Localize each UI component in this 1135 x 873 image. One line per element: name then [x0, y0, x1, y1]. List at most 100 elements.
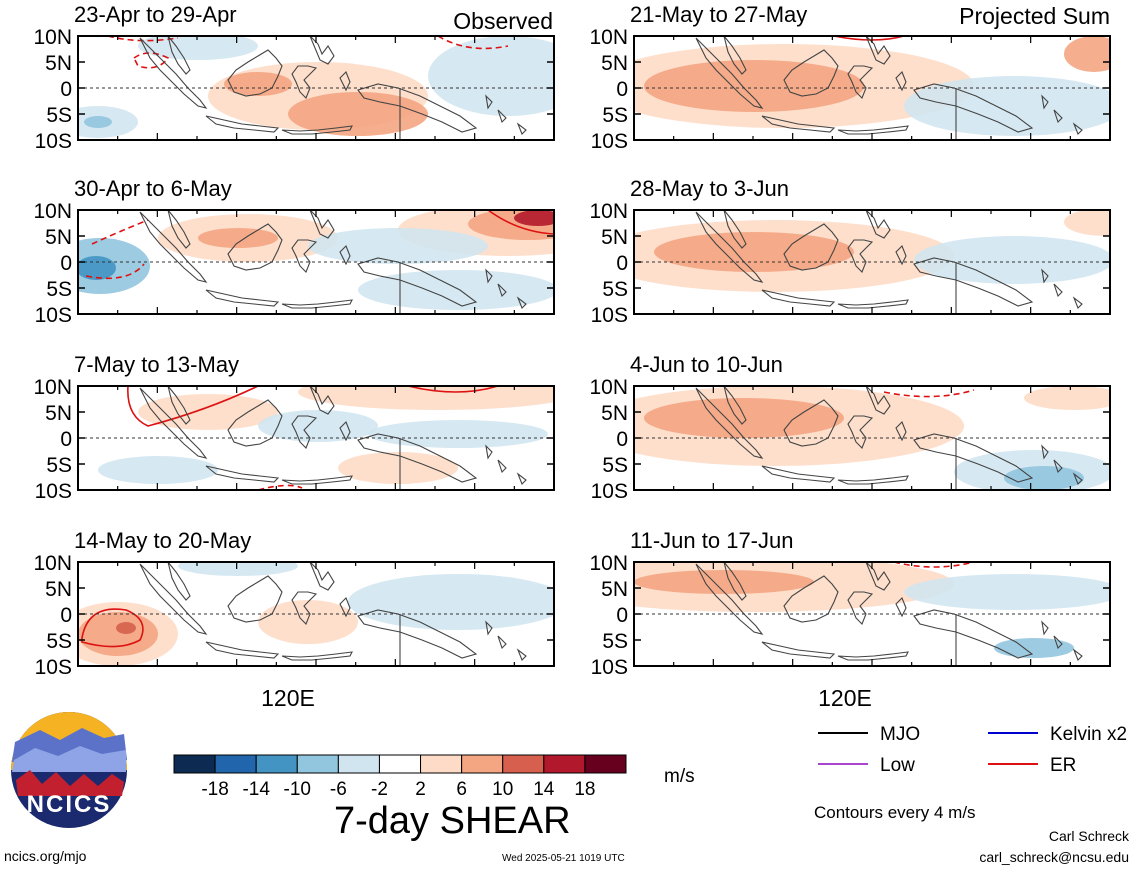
y-tick-label: 5S	[602, 104, 628, 127]
y-tick-label: 0	[60, 78, 72, 101]
footer-author: Carl Schreck	[1048, 828, 1129, 844]
shear-anomaly-region	[288, 92, 428, 136]
er-contour	[257, 484, 303, 490]
contour-note: Contours every 4 m/s	[814, 803, 976, 822]
colorbar-swatch	[214, 754, 257, 774]
panel-title: 7-May to 13-May	[74, 352, 239, 377]
y-tick-label: 10S	[591, 304, 628, 327]
colorbar-swatch	[543, 754, 586, 774]
shear-anomaly-region	[348, 574, 554, 630]
y-tick-label: 10N	[589, 376, 628, 399]
x-tick-label-right: 120E	[818, 685, 872, 711]
er-contour	[437, 36, 509, 50]
colorbar-tick-label: 10	[492, 779, 513, 800]
y-tick-label: 10S	[35, 130, 72, 153]
er-contour	[407, 386, 499, 393]
panel-title: 23-Apr to 29-Apr	[74, 2, 237, 27]
observed-tag: Observed	[453, 8, 553, 34]
y-tick-label: 5S	[46, 630, 72, 653]
shear-anomaly-region	[904, 574, 1110, 610]
colorbar-tick-label: 14	[533, 779, 555, 800]
legend-label: ER	[1050, 755, 1076, 776]
y-tick-label: 10S	[35, 656, 72, 679]
y-tick-label: 10N	[33, 552, 72, 575]
projected-sum-tag: Projected Sum	[959, 3, 1110, 29]
y-tick-label: 10N	[33, 376, 72, 399]
y-tick-label: 5S	[602, 630, 628, 653]
legend-label: Kelvin x2	[1050, 724, 1127, 745]
panel-title: 21-May to 27-May	[630, 2, 807, 27]
shear-anomaly-region	[654, 232, 854, 272]
legend-label: Low	[880, 755, 915, 776]
footer-url[interactable]: ncics.org/mjo	[4, 848, 87, 864]
logo-text: NCICS	[27, 791, 112, 818]
shear-anomaly-region	[178, 562, 298, 576]
shear-anomaly-region	[428, 36, 554, 116]
colorbar-swatch	[502, 754, 545, 774]
shear-anomaly-region	[116, 622, 136, 634]
footer-timestamp: Wed 2025-05-21 1019 UTC	[502, 853, 625, 864]
colorbar-swatch	[420, 754, 463, 774]
y-tick-label: 5N	[45, 52, 72, 75]
panel-title: 11-Jun to 17-Jun	[630, 528, 793, 553]
shear-anomaly-region	[138, 394, 278, 430]
shear-anomaly-region	[258, 410, 378, 442]
y-tick-label: 5N	[45, 402, 72, 425]
y-tick-label: 0	[616, 604, 628, 627]
shear-anomaly-region	[338, 452, 458, 484]
legend-label: MJO	[880, 724, 920, 745]
colorbar-swatch	[173, 754, 216, 774]
shear-anomaly-region	[634, 570, 814, 594]
colorbar-tick-label: 18	[574, 779, 595, 800]
y-tick-label: 10N	[589, 200, 628, 223]
shear-anomaly-region	[308, 228, 488, 264]
y-tick-label: 5N	[601, 578, 628, 601]
y-tick-label: 0	[616, 428, 628, 451]
shear-anomaly-region	[1024, 386, 1110, 410]
colorbar-tick-label: 6	[456, 779, 467, 800]
colorbar-swatch	[296, 754, 339, 774]
shear-anomaly-region	[994, 638, 1074, 658]
shear-anomaly-region	[258, 600, 358, 644]
er-contour	[883, 389, 975, 398]
er-contour	[127, 386, 259, 427]
y-tick-label: 10N	[589, 552, 628, 575]
y-tick-label: 0	[60, 428, 72, 451]
panel-title: 30-Apr to 6-May	[74, 176, 232, 201]
y-tick-label: 10N	[589, 26, 628, 49]
y-tick-label: 10S	[591, 130, 628, 153]
y-tick-label: 0	[60, 604, 72, 627]
y-tick-label: 10S	[35, 480, 72, 503]
y-tick-label: 0	[616, 252, 628, 275]
er-contour	[132, 52, 170, 69]
panel-title: 4-Jun to 10-Jun	[630, 352, 783, 377]
y-tick-label: 5N	[601, 402, 628, 425]
y-tick-label: 10S	[35, 304, 72, 327]
colorbar-swatch	[461, 754, 504, 774]
shear-anomaly-region	[298, 386, 554, 410]
shear-anomaly-region	[514, 210, 554, 226]
colorbar-tick-label: -14	[242, 779, 270, 800]
er-contour	[91, 219, 149, 245]
footer-email[interactable]: carl_schreck@ncsu.edu	[979, 849, 1129, 865]
y-tick-label: 5N	[601, 52, 628, 75]
x-tick-label-left: 120E	[261, 685, 315, 711]
shear-anomaly-region	[78, 256, 116, 280]
y-tick-label: 0	[60, 252, 72, 275]
er-contour	[487, 210, 554, 235]
er-contour	[81, 608, 144, 648]
er-contour	[85, 263, 145, 280]
y-tick-label: 5N	[45, 578, 72, 601]
shear-anomaly-region	[138, 36, 258, 60]
shear-anomaly-region	[1004, 466, 1084, 490]
shear-anomaly-region	[358, 270, 554, 310]
legend: MJO Kelvin x2 Low ER	[818, 724, 1127, 776]
colorbar-tick-label: -2	[371, 779, 388, 800]
